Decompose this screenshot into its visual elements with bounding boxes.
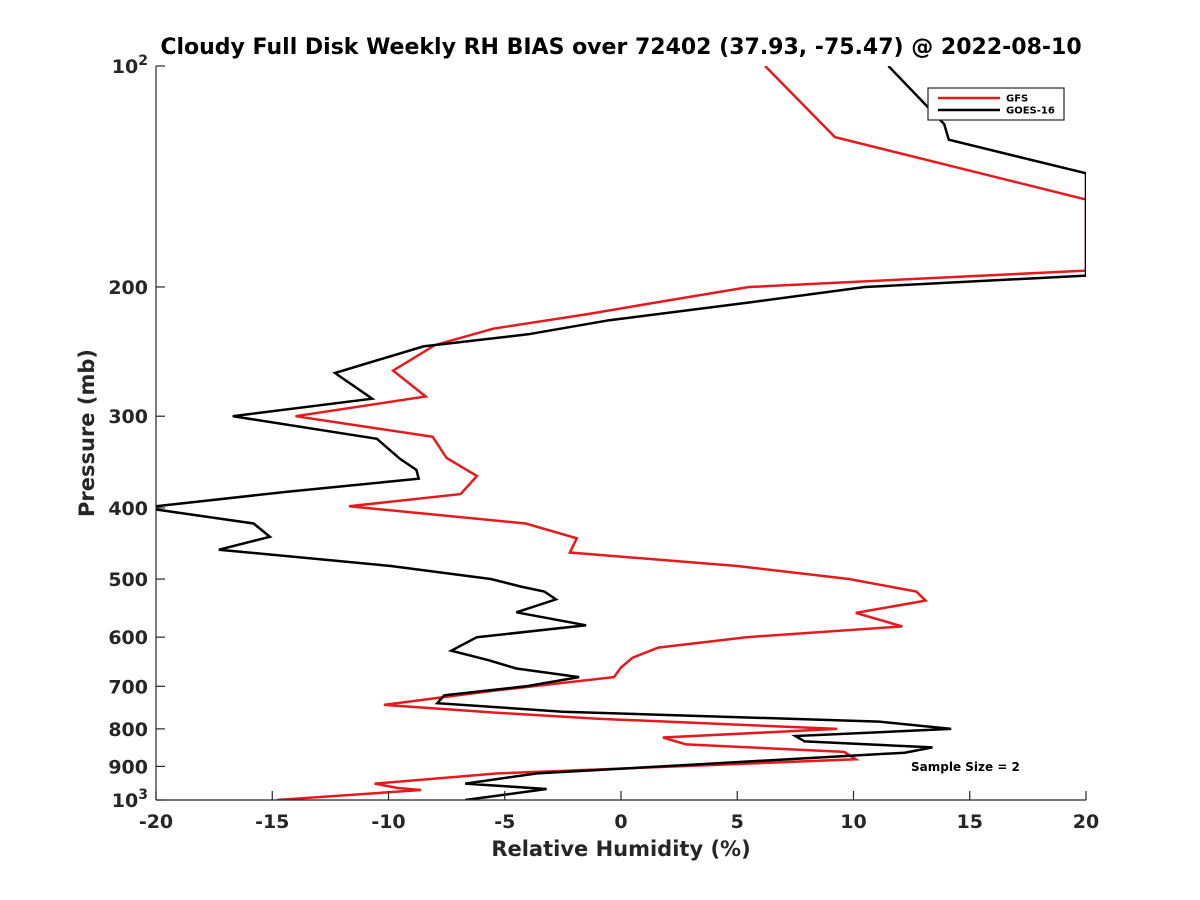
legend-label-gfs: GFS xyxy=(1006,94,1028,105)
plot-area xyxy=(156,66,1086,800)
y-tick-label: 900 xyxy=(108,756,148,778)
series-line-goes16 xyxy=(156,66,1086,800)
x-tick-label: -20 xyxy=(139,811,173,833)
x-tick-label: -5 xyxy=(494,811,515,833)
x-axis-title: Relative Humidity (%) xyxy=(491,837,750,861)
y-axis-ticks: 102 200 300 400 500 600 700 800 900 103 xyxy=(108,53,165,812)
y-tick-label: 400 xyxy=(108,498,148,520)
x-tick-label: -15 xyxy=(255,811,289,833)
chart-title: Cloudy Full Disk Weekly RH BIAS over 724… xyxy=(160,35,1081,60)
x-tick-label: -10 xyxy=(371,811,405,833)
legend: GFS GOES-16 xyxy=(927,87,1065,121)
y-tick-label: 700 xyxy=(108,676,148,698)
sample-size-annotation: Sample Size = 2 xyxy=(911,760,1020,774)
x-tick-label: 15 xyxy=(957,811,983,833)
y-tick-label: 300 xyxy=(108,406,148,428)
series-line-gfs xyxy=(276,66,1086,800)
x-tick-label: 20 xyxy=(1073,811,1099,833)
x-tick-label: 0 xyxy=(614,811,627,833)
y-tick-label: 200 xyxy=(108,277,148,299)
y-tick-label: 102 xyxy=(112,53,148,78)
axes xyxy=(155,66,1086,801)
legend-box xyxy=(927,87,1065,121)
y-tick-label: 600 xyxy=(108,627,148,649)
x-axis-ticks: -20 -15 -10 -5 0 5 10 15 20 xyxy=(139,791,1099,833)
y-tick-label: 500 xyxy=(108,569,148,591)
x-tick-label: 5 xyxy=(731,811,744,833)
y-axis-title: Pressure (mb) xyxy=(75,349,99,517)
y-tick-label: 800 xyxy=(108,719,148,741)
y-tick-label: 103 xyxy=(112,787,148,812)
x-tick-label: 10 xyxy=(840,811,866,833)
legend-label-goes16: GOES-16 xyxy=(1006,106,1055,117)
